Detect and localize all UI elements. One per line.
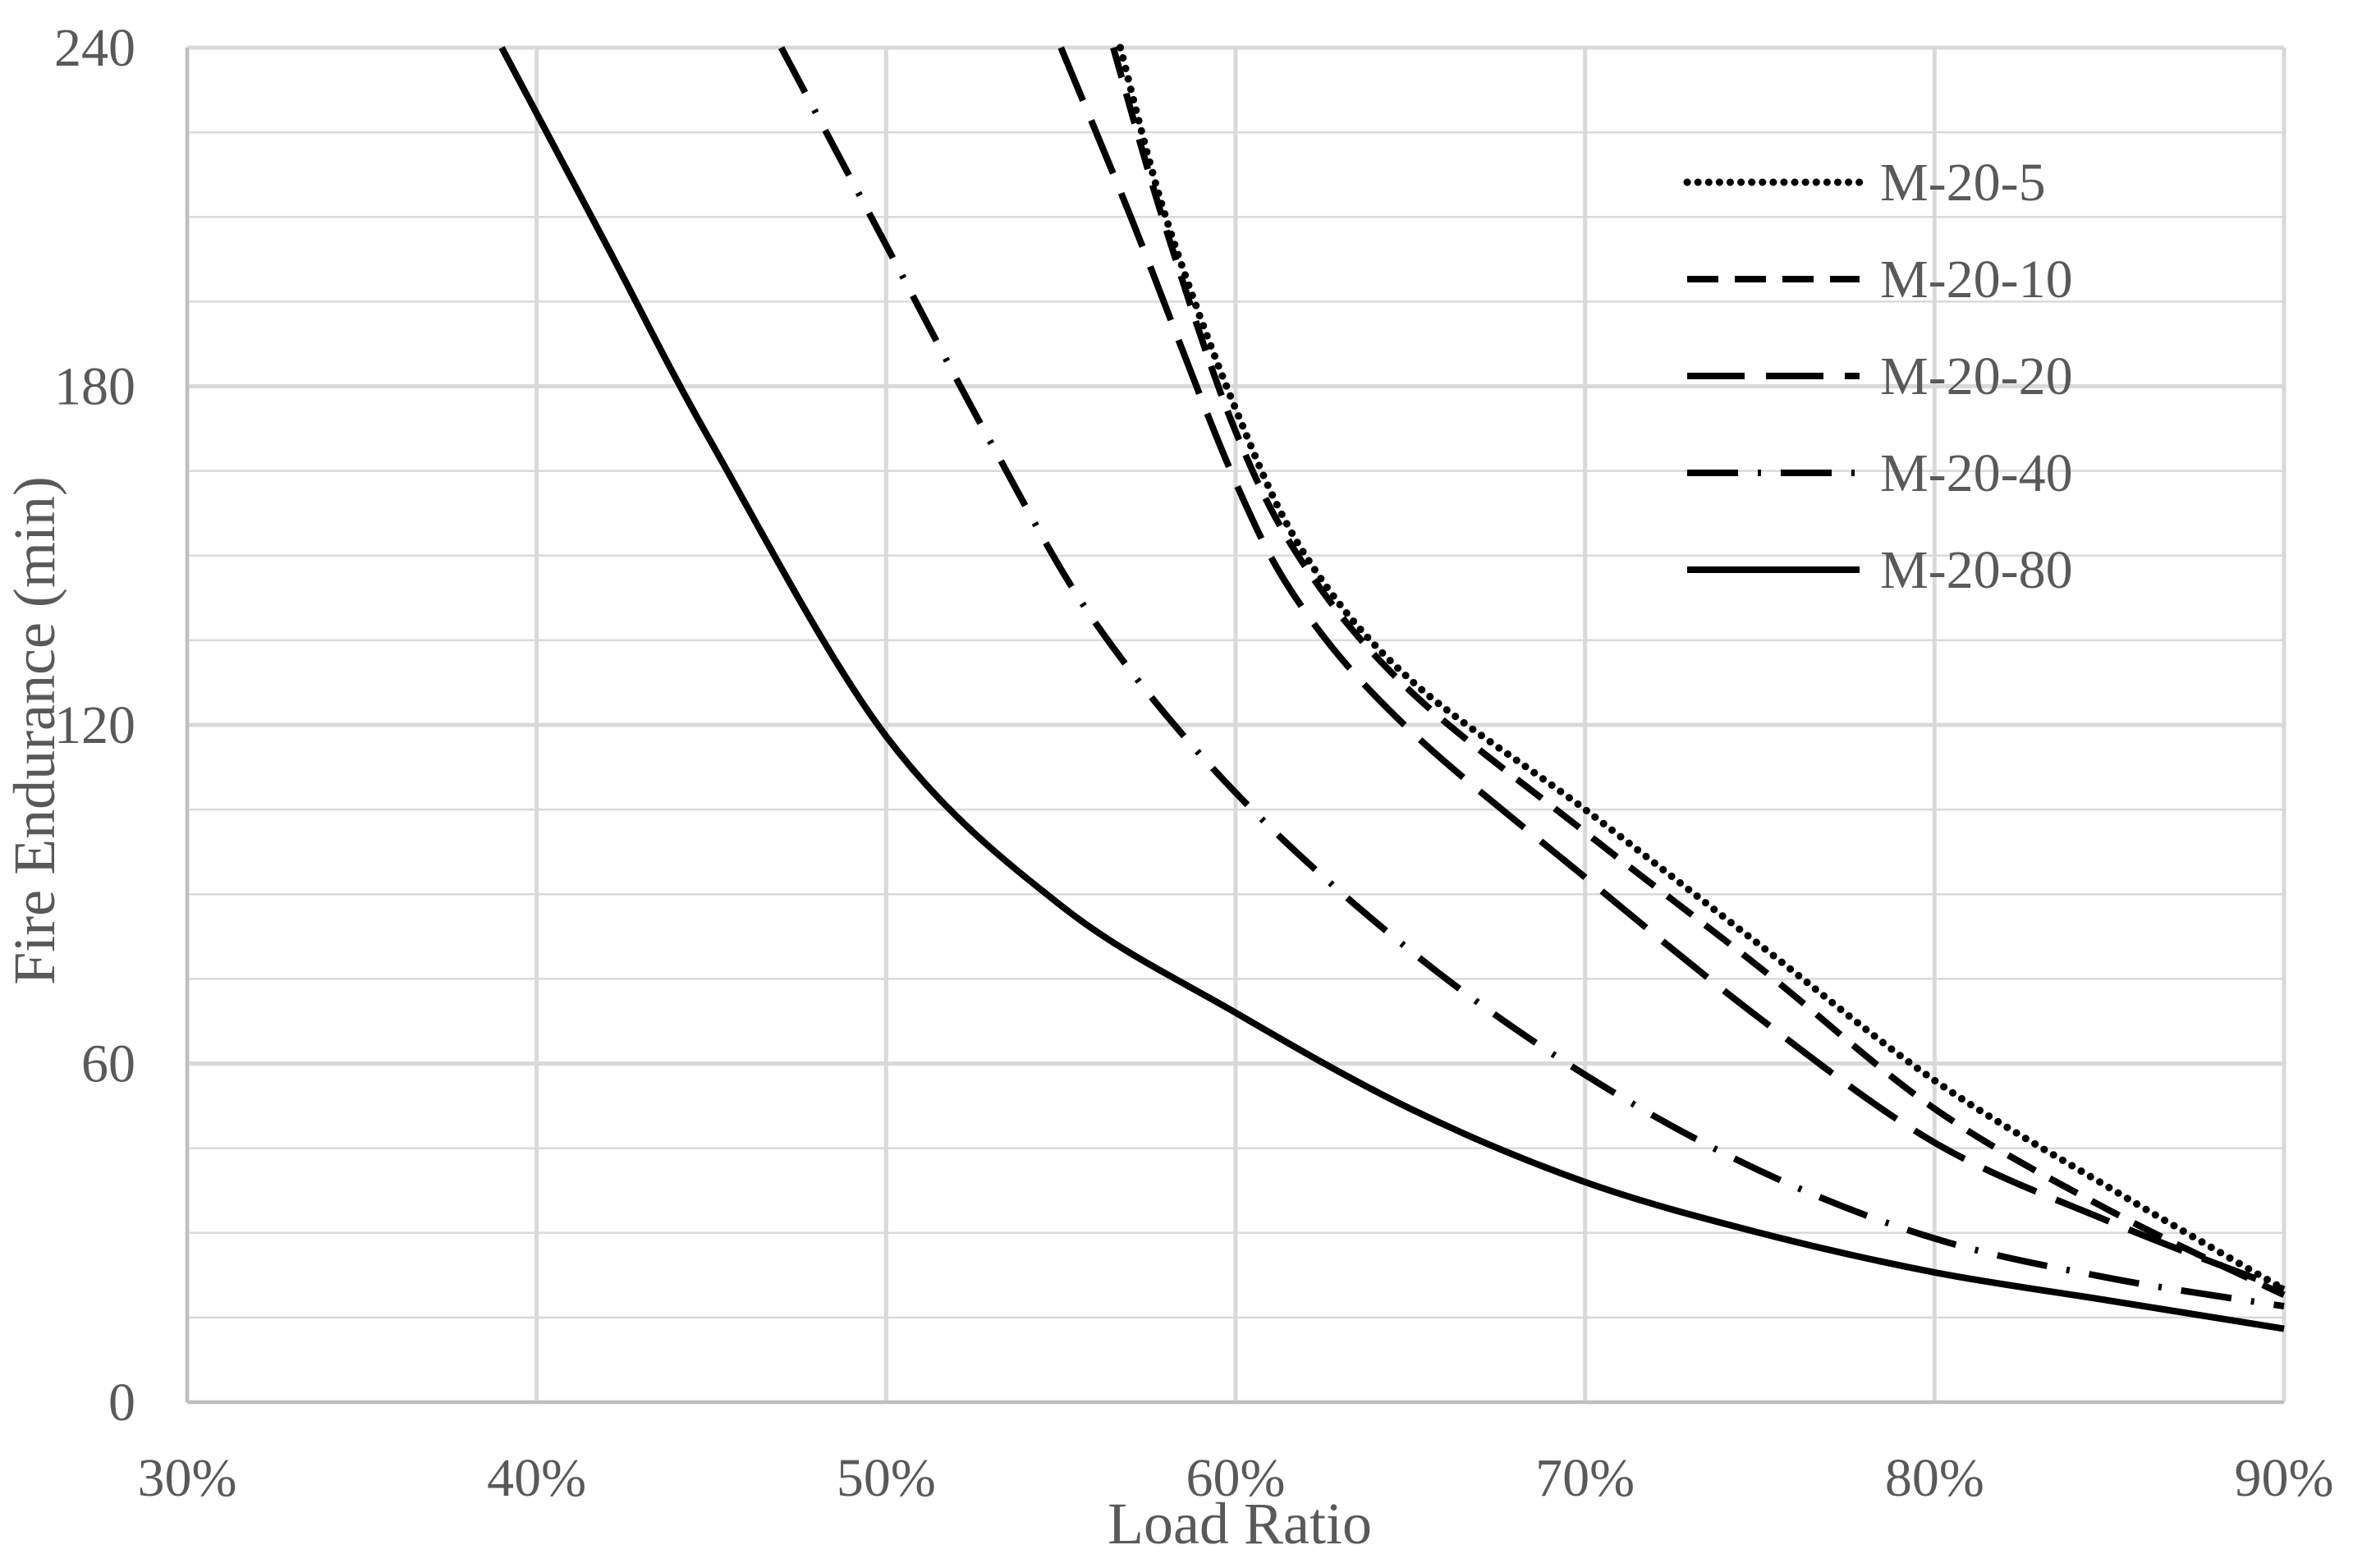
legend-label: M-20-20	[1880, 346, 2073, 406]
x-tick-label: 90%	[2235, 1448, 2334, 1508]
y-axis-title: Fire Endurance (min)	[2, 476, 67, 985]
axes	[186, 48, 2284, 1404]
tick-labels: 30% 40% 50% 60% 70% 80% 90% 0 60 120 180 240	[54, 18, 2333, 1508]
x-tick-label: 80%	[1885, 1448, 1984, 1508]
x-axis-title: Load Ratio	[1108, 1491, 1372, 1557]
legend-label: M-20-40	[1880, 443, 2073, 503]
series-group	[498, 44, 2288, 1332]
x-tick-label: 30%	[138, 1448, 237, 1508]
series-line-M-20-40	[778, 46, 2285, 1310]
series-line-M-20-80	[498, 46, 2285, 1332]
y-tick-label: 60	[81, 1034, 135, 1094]
y-tick-label: 180	[54, 357, 135, 417]
x-tick-label: 60%	[1186, 1448, 1286, 1508]
x-tick-label: 50%	[837, 1448, 936, 1508]
legend-label: M-20-5	[1880, 153, 2046, 213]
x-tick-label: 40%	[487, 1448, 586, 1508]
x-tick-label: 70%	[1535, 1448, 1635, 1508]
legend-label: M-20-10	[1880, 250, 2073, 309]
legend-label: M-20-80	[1880, 540, 2073, 600]
legend: M-20-5 M-20-10 M-20-20 M-20-40 M-20-80	[1683, 153, 2073, 600]
y-tick-label: 120	[54, 695, 135, 755]
y-tick-label: 0	[108, 1373, 135, 1433]
series-line-M-20-10	[1110, 46, 2286, 1298]
y-tick-label: 240	[54, 18, 135, 78]
series-line-M-20-5	[1117, 44, 2288, 1293]
series-line-M-20-20	[1057, 46, 2286, 1293]
